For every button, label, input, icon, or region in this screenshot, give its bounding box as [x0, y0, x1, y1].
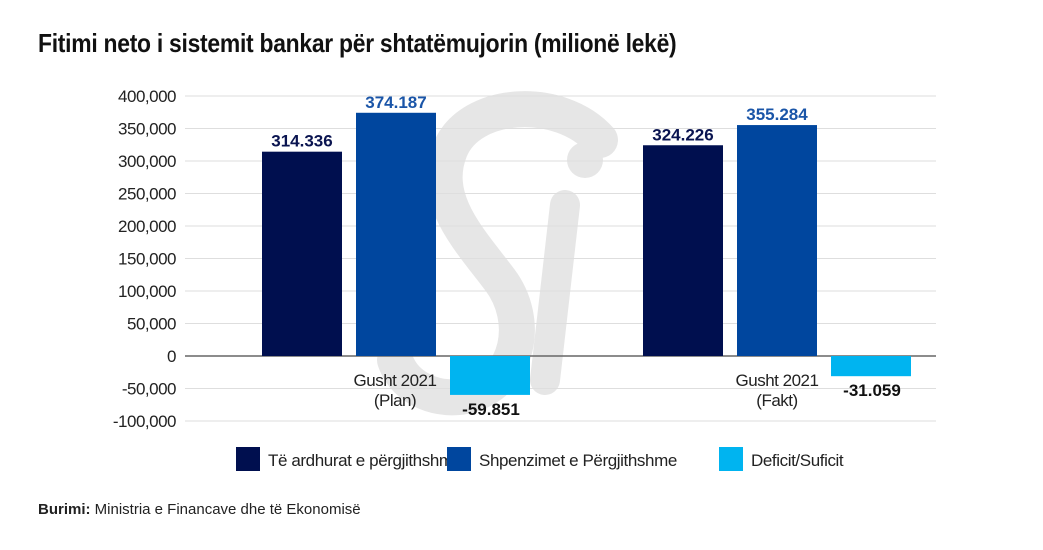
legend-label: Shpenzimet e Përgjithshme — [479, 451, 677, 470]
data-label: 324.226 — [652, 125, 713, 144]
data-label: 314.336 — [271, 132, 332, 151]
y-tick-label: 150,000 — [118, 250, 176, 269]
bar — [262, 151, 342, 356]
bar — [831, 356, 911, 377]
category-label: Gusht 2021 — [736, 371, 819, 390]
data-label: 355.284 — [746, 105, 808, 124]
source-text: Ministria e Financave dhe të Ekonomisë — [90, 501, 361, 518]
legend-swatch — [447, 447, 471, 471]
legend-swatch — [236, 447, 260, 471]
source-note: Burimi: Ministria e Financave dhe të Eko… — [38, 501, 361, 518]
legend-label: Deficit/Suficit — [751, 451, 844, 470]
legend-label: Të ardhurat e përgjithshme — [268, 451, 462, 470]
y-tick-label: 200,000 — [118, 217, 176, 236]
bar — [737, 125, 817, 356]
category-label: (Fakt) — [756, 391, 797, 410]
legend-swatch — [719, 447, 743, 471]
category-label: (Plan) — [374, 391, 416, 410]
source-label: Burimi: — [38, 501, 91, 518]
watermark-i-dot — [567, 142, 603, 178]
y-tick-label: 300,000 — [118, 152, 176, 171]
category-label: Gusht 2021 — [354, 371, 437, 390]
data-label: -31.059 — [843, 381, 901, 400]
y-tick-label: -100,000 — [113, 412, 176, 431]
y-tick-label: 50,000 — [127, 315, 176, 334]
bar — [450, 356, 530, 395]
y-tick-label: 100,000 — [118, 282, 176, 301]
y-tick-label: -50,000 — [122, 380, 176, 399]
bar — [643, 145, 723, 356]
y-tick-label: 250,000 — [118, 185, 176, 204]
watermark-s-shape — [377, 91, 618, 416]
data-label: -59.851 — [462, 400, 520, 419]
y-tick-label: 400,000 — [118, 87, 176, 106]
watermark-i-stem — [530, 190, 580, 395]
y-tick-label: 0 — [167, 347, 176, 366]
bar — [356, 112, 436, 357]
chart-title: Fitimi neto i sistemit bankar për shtatë… — [38, 28, 677, 58]
y-tick-label: 350,000 — [118, 120, 176, 139]
data-label: 374.187 — [365, 93, 426, 112]
